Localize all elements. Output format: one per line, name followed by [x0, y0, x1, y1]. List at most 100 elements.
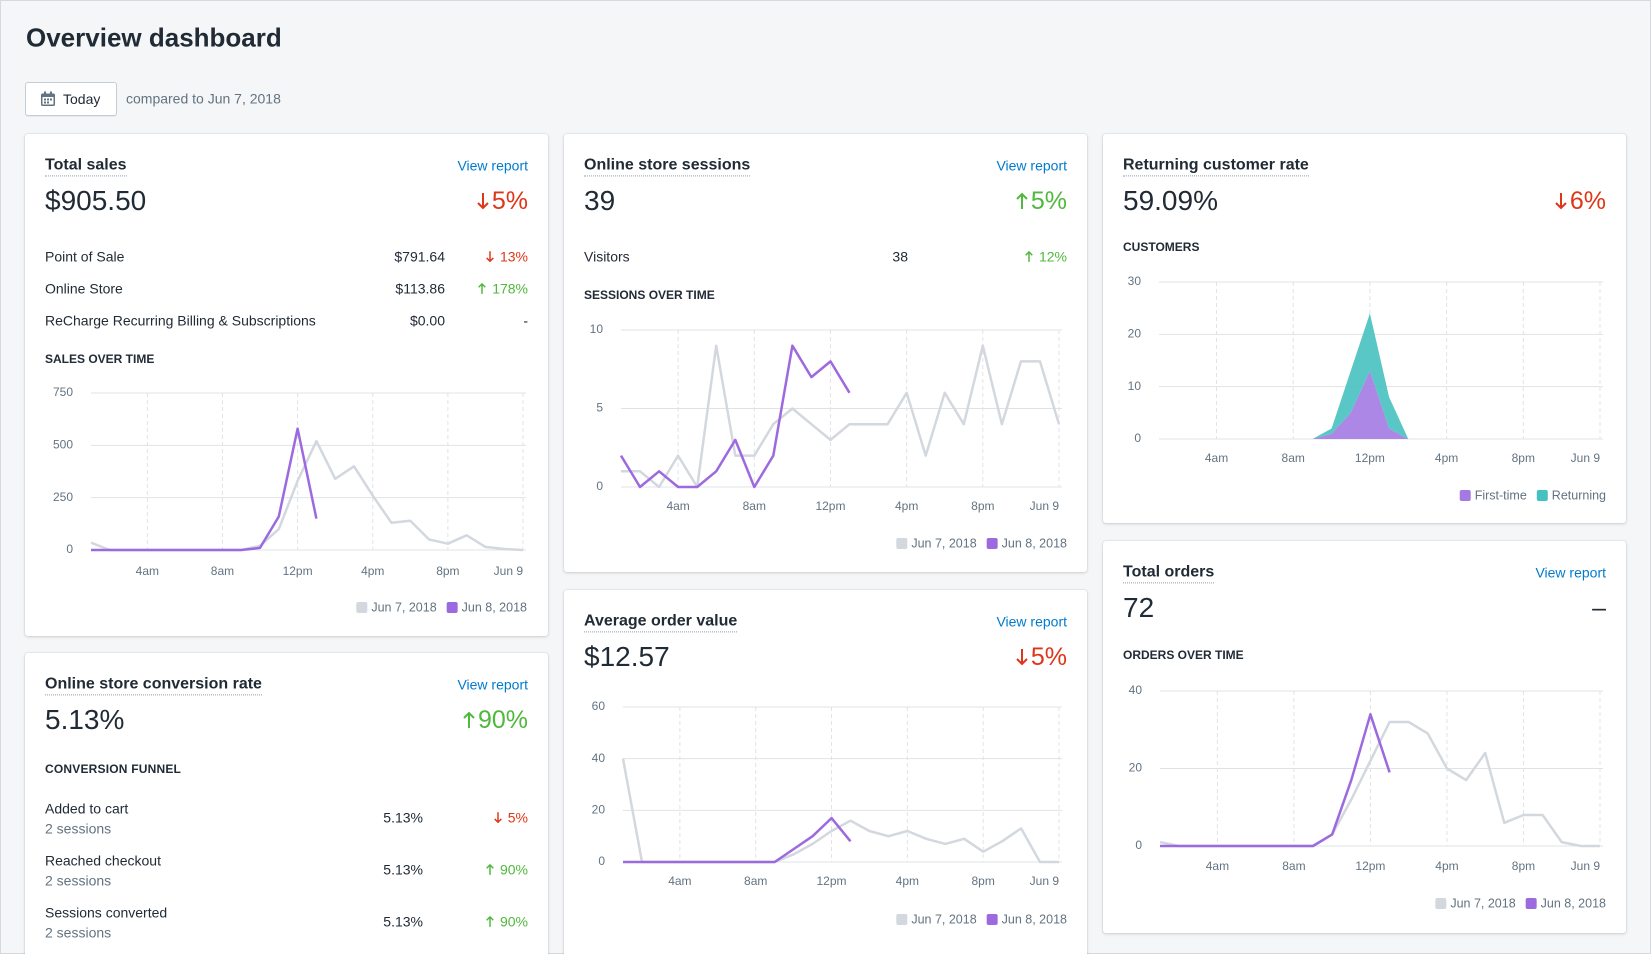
change-value: 5% — [1030, 187, 1067, 215]
x-tick-label: 4am — [136, 564, 159, 578]
metric-value: $905.50 — [45, 185, 147, 217]
legend-label: Jun 8, 2018 — [1002, 912, 1067, 926]
arrow-up-icon — [1025, 251, 1033, 263]
x-tick-label: 12pm — [1355, 451, 1385, 465]
y-tick-label: 250 — [53, 490, 73, 504]
row-amount: 5.13% — [383, 809, 423, 826]
x-tick-label: 12pm — [815, 499, 845, 513]
view-report-link[interactable]: View report — [996, 613, 1067, 630]
legend-swatch — [1459, 490, 1471, 501]
arrow-up-icon — [486, 916, 494, 928]
row-amount: $791.64 — [394, 248, 445, 265]
x-tick-label: 8pm — [972, 874, 995, 888]
legend-swatch — [356, 602, 368, 613]
change-indicator: 13% — [486, 249, 528, 266]
metric-value: 39 — [584, 185, 616, 217]
x-tick-label: 8pm — [1512, 859, 1535, 873]
series-area — [1159, 313, 1600, 439]
card — [564, 134, 1087, 572]
y-tick-label: 0 — [66, 542, 73, 556]
change-value: 90% — [499, 913, 528, 930]
change-value: 12% — [1038, 248, 1067, 265]
card — [1103, 134, 1626, 523]
series-line — [623, 816, 852, 864]
series-line — [1160, 713, 1391, 848]
x-tick-label: Jun 9 — [1571, 451, 1601, 465]
chart-title: SESSIONS OVER TIME — [584, 288, 715, 302]
view-report-link[interactable]: View report — [457, 676, 528, 693]
y-tick-label: 30 — [1128, 274, 1142, 288]
arrow-down-icon — [486, 251, 494, 263]
date-button-label: Today — [63, 91, 101, 107]
series-line — [619, 344, 851, 489]
x-tick-label: 4am — [1206, 859, 1229, 873]
row-label: ReCharge Recurring Billing & Subscriptio… — [45, 312, 316, 329]
change-value: 90% — [499, 861, 528, 878]
x-tick-label: 8pm — [436, 564, 459, 578]
legend-swatch — [1536, 490, 1548, 501]
metric-value: 5.13% — [45, 704, 125, 736]
arrow-down-icon — [477, 193, 489, 210]
change-indicator: 5% — [477, 186, 528, 216]
card-title: Returning customer rate — [1123, 155, 1309, 177]
x-tick-label: 12pm — [1355, 859, 1385, 873]
legend-label: Jun 7, 2018 — [371, 600, 436, 614]
change-value: – — [1592, 594, 1606, 622]
x-tick-label: Jun 9 — [1571, 859, 1601, 873]
change-indicator: – — [1592, 593, 1606, 623]
legend-label: Jun 8, 2018 — [1002, 536, 1067, 550]
change-indicator: 90% — [486, 862, 528, 879]
chart-title: ORDERS OVER TIME — [1123, 648, 1244, 662]
y-tick-label: 40 — [592, 751, 606, 765]
change-value: 178% — [492, 280, 528, 297]
change-value: - — [523, 312, 528, 329]
page-title: Overview dashboard — [26, 22, 282, 53]
x-tick-label: 4pm — [1435, 859, 1458, 873]
y-tick-label: 500 — [53, 438, 73, 452]
legend-swatch — [896, 538, 908, 549]
metric-value: 72 — [1123, 592, 1155, 624]
x-tick-label: 4pm — [896, 874, 919, 888]
card-title: Average order value — [584, 611, 738, 633]
x-tick-label: 12pm — [283, 564, 313, 578]
change-indicator: 5% — [493, 810, 528, 827]
row-amount: $0.00 — [409, 312, 445, 329]
series-line — [91, 427, 318, 552]
legend-swatch — [1525, 898, 1537, 909]
legend-swatch — [446, 602, 458, 613]
change-indicator: 178% — [478, 281, 528, 298]
arrow-up-icon — [463, 711, 475, 728]
x-tick-label: 8am — [1282, 451, 1305, 465]
row-label: Added to cart — [45, 800, 129, 817]
y-tick-label: 0 — [1135, 838, 1142, 852]
metric-value: $12.57 — [584, 641, 670, 673]
x-tick-label: 8am — [743, 499, 766, 513]
view-report-link[interactable]: View report — [1535, 564, 1606, 581]
arrow-down-icon — [493, 812, 502, 824]
y-tick-label: 20 — [1128, 327, 1142, 341]
arrow-up-icon — [478, 283, 487, 295]
row-label: Sessions converted — [45, 904, 168, 921]
x-tick-label: 4pm — [1435, 451, 1458, 465]
change-value: 5% — [1030, 643, 1067, 671]
row-amount: 38 — [892, 248, 908, 265]
y-tick-label: 20 — [592, 803, 606, 817]
legend-swatch — [1435, 898, 1447, 909]
arrow-down-icon — [1555, 193, 1567, 210]
x-tick-label: 8pm — [1512, 451, 1535, 465]
legend-label: First-time — [1475, 488, 1527, 502]
x-tick-label: 12pm — [817, 874, 847, 888]
view-report-link[interactable]: View report — [457, 157, 528, 174]
y-tick-label: 10 — [590, 322, 604, 336]
row-detail: 2 sessions — [45, 872, 112, 889]
change-indicator: 6% — [1555, 186, 1606, 216]
x-tick-label: Jun 9 — [1030, 499, 1060, 513]
card — [564, 590, 1087, 954]
date-button[interactable]: Today — [25, 82, 117, 116]
metric-value: 59.09% — [1123, 185, 1218, 217]
x-tick-label: 4am — [1205, 451, 1228, 465]
view-report-link[interactable]: View report — [996, 157, 1067, 174]
row-amount: 5.13% — [383, 861, 423, 878]
legend-label: Jun 7, 2018 — [1450, 896, 1515, 910]
